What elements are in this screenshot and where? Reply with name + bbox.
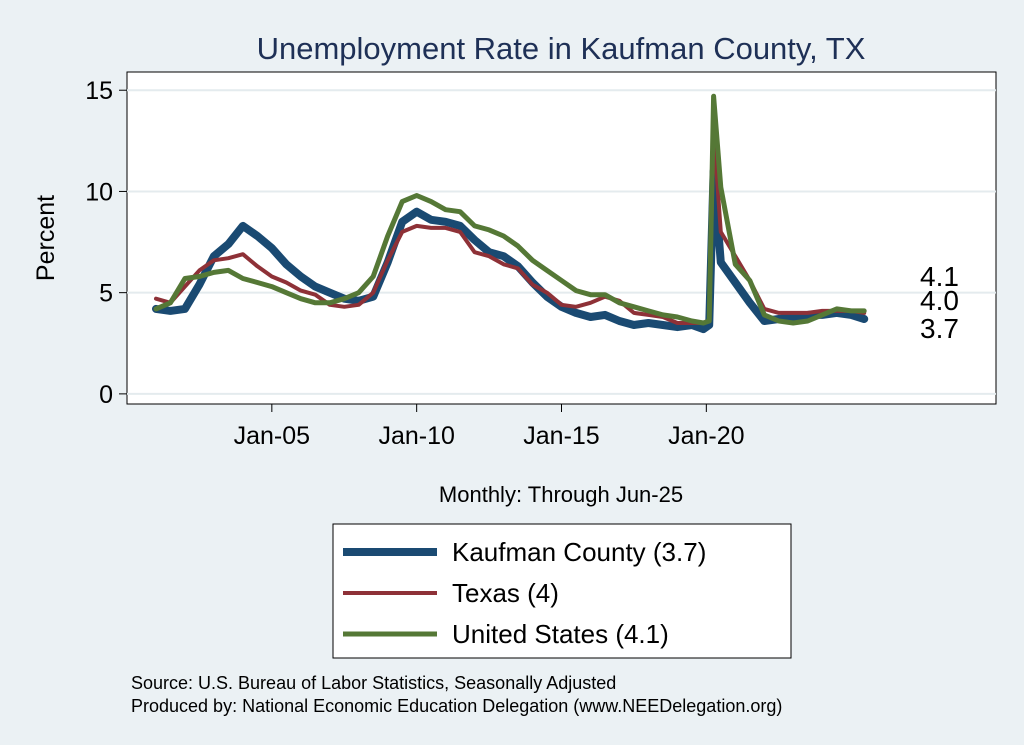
end-value-label: 4.1	[920, 261, 959, 292]
end-labels: 3.74.04.1	[920, 261, 959, 344]
y-tick-label: 0	[99, 381, 113, 409]
y-axis-title: Percent	[32, 195, 60, 281]
gridlines	[127, 89, 996, 395]
y-tick-label: 10	[85, 178, 113, 206]
legend-label: United States (4.1)	[452, 619, 669, 649]
y-tick-label: 5	[99, 280, 113, 308]
x-tick-label: Jan-15	[523, 422, 599, 450]
x-tick-label: Jan-10	[378, 422, 454, 450]
legend-label: Kaufman County (3.7)	[452, 537, 706, 567]
source-note: Source: U.S. Bureau of Labor Statistics,…	[131, 673, 616, 693]
y-tick-label: 15	[85, 77, 113, 105]
producer-note: Produced by: National Economic Education…	[131, 696, 782, 716]
x-tick-label: Jan-20	[668, 422, 744, 450]
series-line	[153, 93, 867, 326]
end-value-label: 3.7	[920, 313, 959, 344]
series-layer	[152, 93, 869, 334]
legend: Kaufman County (3.7) Texas (4) United Stat…	[332, 523, 792, 659]
series-line	[154, 128, 867, 325]
axes: 0 5 10 15 Jan-05 Jan-10 Jan-15 Jan-20	[85, 77, 744, 450]
x-tick-label: Jan-05	[234, 422, 310, 450]
plot-area	[126, 71, 997, 405]
end-value-label: 4.0	[920, 285, 959, 316]
x-axis-title: Monthly: Through Jun-25	[439, 482, 683, 507]
legend-label: Texas (4)	[452, 578, 559, 608]
chart-title: Unemployment Rate in Kaufman County, TX	[257, 31, 866, 66]
